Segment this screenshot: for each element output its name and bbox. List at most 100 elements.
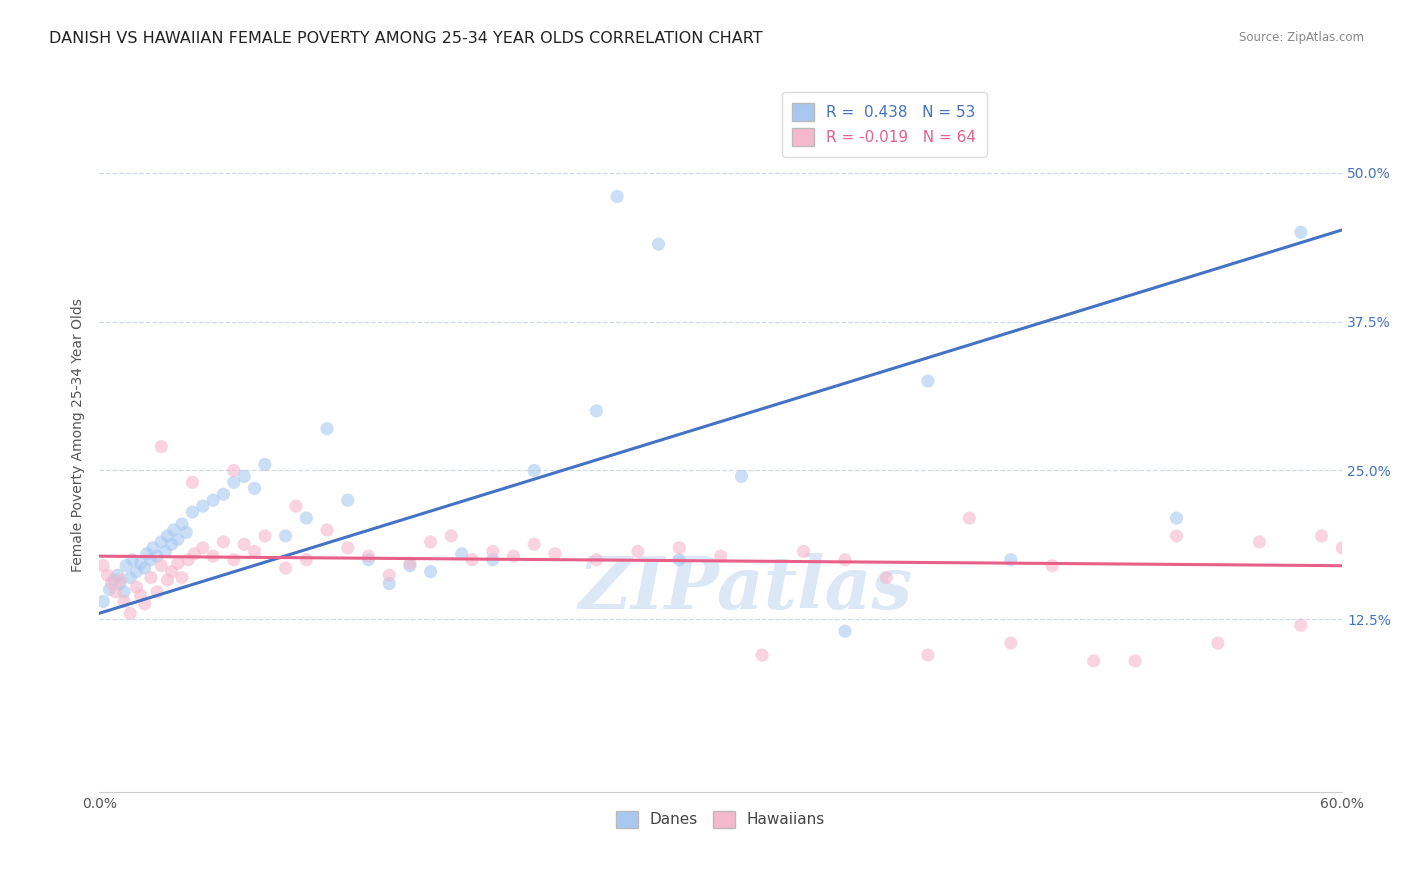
Point: [129, 589, 152, 603]
Point: [96, 568, 118, 582]
Point: [668, 541, 690, 555]
Point: [1331, 541, 1354, 555]
Point: [222, 463, 245, 477]
Point: [917, 374, 939, 388]
Point: [834, 624, 856, 639]
Point: [233, 537, 256, 551]
Point: [544, 547, 567, 561]
Point: [150, 440, 173, 454]
Point: [1249, 534, 1271, 549]
Text: Source: ZipAtlas.com: Source: ZipAtlas.com: [1239, 31, 1364, 45]
Point: [146, 549, 169, 564]
Point: [378, 576, 401, 591]
Point: [243, 544, 266, 558]
Point: [112, 594, 135, 608]
Point: [399, 558, 422, 573]
Point: [139, 571, 162, 585]
Point: [150, 558, 173, 573]
Point: [834, 553, 856, 567]
Point: [606, 189, 628, 203]
Point: [336, 493, 359, 508]
Point: [134, 561, 156, 575]
Point: [191, 541, 214, 555]
Point: [135, 547, 157, 561]
Point: [284, 499, 307, 513]
Point: [107, 568, 129, 582]
Y-axis label: Female Poverty Among 25-34 Year Olds: Female Poverty Among 25-34 Year Olds: [72, 298, 86, 572]
Point: [125, 580, 148, 594]
Point: [170, 516, 193, 531]
Point: [170, 571, 193, 585]
Point: [129, 557, 152, 571]
Point: [1310, 529, 1333, 543]
Point: [177, 553, 200, 567]
Point: [91, 594, 114, 608]
Point: [585, 553, 607, 567]
Point: [202, 493, 225, 508]
Point: [108, 576, 131, 591]
Point: [150, 534, 173, 549]
Point: [399, 557, 422, 571]
Point: [502, 549, 524, 564]
Point: [91, 558, 114, 573]
Point: [875, 571, 897, 585]
Point: [316, 523, 339, 537]
Point: [461, 553, 484, 567]
Point: [1166, 529, 1188, 543]
Point: [181, 475, 204, 490]
Point: [156, 529, 179, 543]
Point: [104, 585, 127, 599]
Point: [440, 529, 463, 543]
Point: [103, 573, 125, 587]
Point: [357, 553, 380, 567]
Point: [1000, 553, 1022, 567]
Point: [710, 549, 733, 564]
Point: [1000, 636, 1022, 650]
Point: [1206, 636, 1229, 650]
Point: [243, 481, 266, 495]
Point: [336, 541, 359, 555]
Point: [1289, 618, 1312, 632]
Point: [957, 511, 980, 525]
Point: [450, 547, 472, 561]
Point: [253, 529, 276, 543]
Point: [222, 553, 245, 567]
Point: [125, 565, 148, 579]
Point: [1123, 654, 1146, 668]
Point: [647, 237, 669, 252]
Point: [181, 505, 204, 519]
Point: [156, 573, 179, 587]
Point: [274, 529, 297, 543]
Point: [523, 537, 546, 551]
Point: [108, 573, 131, 587]
Point: [212, 487, 235, 501]
Point: [139, 553, 162, 567]
Point: [1083, 654, 1105, 668]
Point: [167, 557, 190, 571]
Point: [1289, 225, 1312, 239]
Point: [295, 511, 318, 525]
Point: [357, 549, 380, 564]
Text: DANISH VS HAWAIIAN FEMALE POVERTY AMONG 25-34 YEAR OLDS CORRELATION CHART: DANISH VS HAWAIIAN FEMALE POVERTY AMONG …: [49, 31, 763, 46]
Point: [1040, 558, 1063, 573]
Point: [253, 458, 276, 472]
Point: [730, 469, 752, 483]
Point: [481, 553, 503, 567]
Point: [98, 582, 121, 597]
Point: [163, 523, 186, 537]
Point: [212, 534, 235, 549]
Point: [316, 422, 339, 436]
Point: [585, 404, 607, 418]
Point: [183, 547, 205, 561]
Point: [793, 544, 815, 558]
Point: [174, 525, 197, 540]
Point: [1166, 511, 1188, 525]
Point: [274, 561, 297, 575]
Legend: Danes, Hawaiians: Danes, Hawaiians: [610, 805, 831, 834]
Point: [115, 558, 138, 573]
Point: [233, 469, 256, 483]
Point: [751, 648, 773, 662]
Point: [668, 553, 690, 567]
Point: [120, 607, 142, 621]
Point: [142, 541, 165, 555]
